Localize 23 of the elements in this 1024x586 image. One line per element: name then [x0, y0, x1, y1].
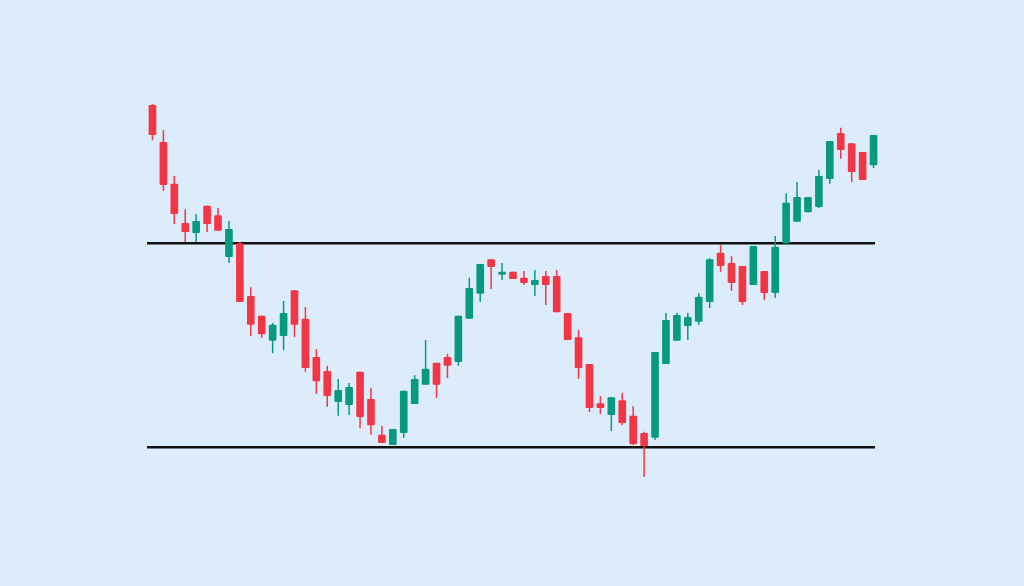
candlestick — [836, 127, 845, 160]
candlestick — [531, 269, 539, 297]
candlestick — [443, 353, 452, 379]
candlestick — [421, 339, 430, 386]
candlestick — [214, 207, 222, 232]
candlestick — [541, 270, 550, 306]
candlestick — [683, 312, 692, 341]
candlestick — [192, 213, 200, 243]
candlestick — [181, 208, 190, 243]
candlestick — [640, 431, 648, 478]
candlestick — [334, 378, 343, 417]
candlestick — [716, 244, 725, 273]
candlestick — [498, 262, 506, 281]
candlestick — [760, 270, 769, 301]
candlestick — [432, 362, 441, 399]
candlestick — [727, 255, 736, 292]
candlestick — [268, 322, 277, 354]
candlestick — [618, 392, 627, 426]
candlestick — [607, 396, 616, 432]
candlestick — [203, 205, 211, 233]
candlestick — [487, 258, 495, 290]
candlestick — [345, 382, 353, 416]
candlestick — [279, 300, 288, 351]
